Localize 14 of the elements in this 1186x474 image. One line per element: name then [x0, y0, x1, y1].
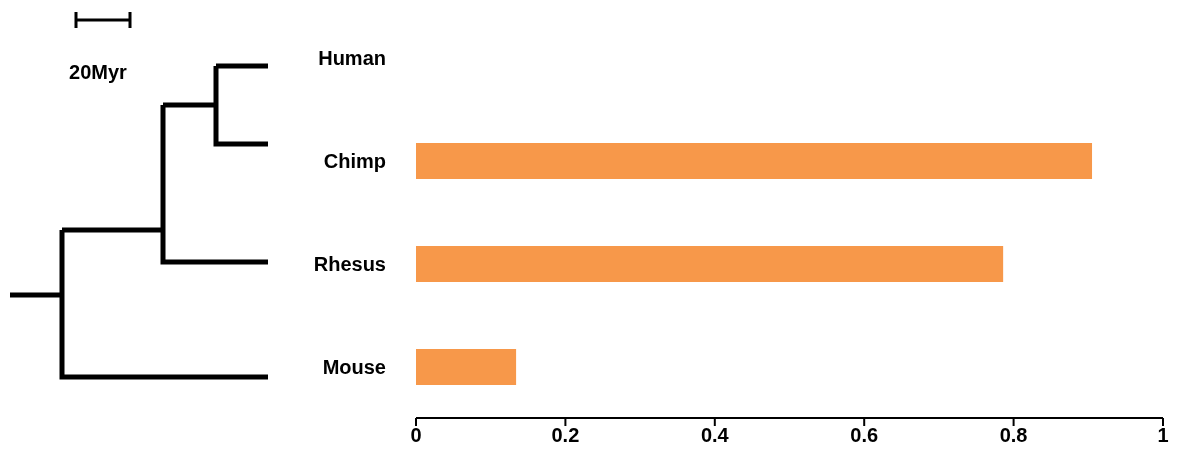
y-tick-label: Chimp: [323, 149, 386, 172]
y-tick-label: Rhesus: [313, 252, 386, 275]
y-tick-label: Human: [318, 46, 386, 69]
text: 20Myr: [69, 61, 128, 83]
x-tick-label: 0.2: [551, 424, 580, 447]
x-tick-label: 0.8: [999, 424, 1028, 447]
x-tick-label: 0: [410, 424, 422, 447]
bar: [416, 246, 1004, 282]
x-tick-label: 1: [1157, 424, 1169, 447]
x-tick-label: 0.4: [700, 424, 730, 447]
bar: [416, 349, 517, 385]
y-tick-label: Mouse: [322, 355, 386, 378]
x-tick-label: 0.6: [850, 424, 879, 447]
bar: [416, 143, 1093, 179]
